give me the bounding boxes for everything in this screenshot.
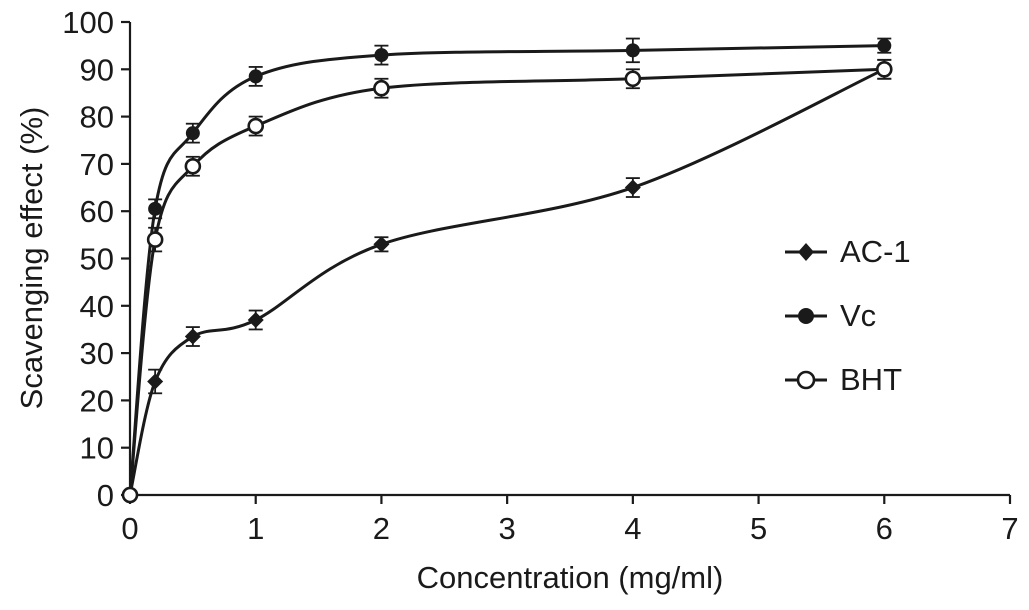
legend-label-ac1: AC-1 <box>840 234 911 269</box>
svg-text:60: 60 <box>80 194 114 229</box>
svg-text:20: 20 <box>80 383 114 418</box>
svg-text:40: 40 <box>80 289 114 324</box>
series-AC-1 <box>122 58 893 503</box>
svg-text:1: 1 <box>247 511 264 546</box>
open-circle-marker-icon <box>785 370 827 390</box>
svg-text:90: 90 <box>80 52 114 87</box>
legend: AC-1 Vc BHT <box>782 232 911 400</box>
legend-item-bht: BHT <box>782 360 911 400</box>
y-axis-title: Scavenging effect (%) <box>14 106 49 410</box>
y-ticks: 0 10 20 30 40 50 60 70 80 90 100 <box>62 5 130 513</box>
svg-text:0: 0 <box>97 478 114 513</box>
markers-Vc <box>123 38 892 502</box>
legend-item-ac1: AC-1 <box>782 232 911 272</box>
svg-text:50: 50 <box>80 242 114 277</box>
diamond-marker-icon <box>785 243 827 261</box>
svg-text:0: 0 <box>121 511 138 546</box>
error-bars-AC-1 <box>148 58 892 395</box>
x-axis-title: Concentration (mg/ml) <box>416 560 724 595</box>
svg-text:7: 7 <box>1001 511 1018 546</box>
svg-text:30: 30 <box>80 336 114 371</box>
markers-BHT <box>121 61 893 504</box>
svg-text:5: 5 <box>750 511 767 546</box>
svg-text:100: 100 <box>62 5 114 40</box>
series-BHT <box>121 58 893 504</box>
svg-text:2: 2 <box>373 511 390 546</box>
x-ticks: 0 1 2 3 4 5 6 7 <box>121 495 1019 546</box>
legend-item-vc: Vc <box>782 296 911 336</box>
series-Vc <box>123 37 892 502</box>
markers-AC-1 <box>122 61 893 503</box>
legend-label-vc: Vc <box>840 298 877 333</box>
svg-text:70: 70 <box>80 147 114 182</box>
filled-circle-marker-icon <box>785 308 827 324</box>
svg-text:80: 80 <box>80 100 114 135</box>
error-bars-BHT <box>148 58 892 253</box>
svg-text:6: 6 <box>876 511 893 546</box>
legend-label-bht: BHT <box>840 362 902 397</box>
svg-text:10: 10 <box>80 431 114 466</box>
svg-text:4: 4 <box>624 511 641 546</box>
svg-text:3: 3 <box>499 511 516 546</box>
